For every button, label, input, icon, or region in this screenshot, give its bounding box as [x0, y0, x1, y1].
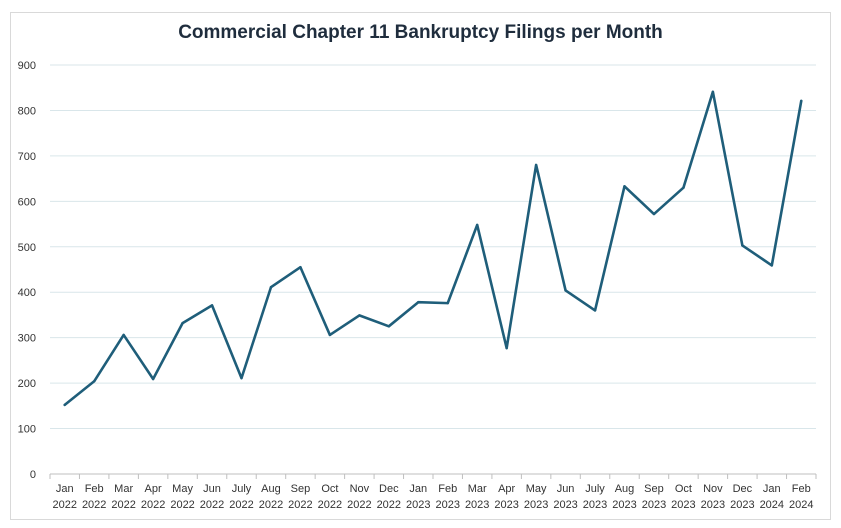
x-tick-label-month: July: [585, 483, 605, 495]
x-tick-label-month: Oct: [321, 483, 338, 495]
y-tick-label: 200: [18, 378, 36, 390]
x-tick-label-year: 2022: [200, 499, 224, 511]
x-tick-label-month: Nov: [703, 483, 723, 495]
series-line: [63, 90, 803, 407]
x-tick-label-month: Mar: [114, 483, 133, 495]
data-point: [475, 223, 479, 227]
x-tick-label-year: 2023: [730, 499, 754, 511]
y-tick-label: 500: [18, 242, 36, 254]
x-tick-label-month: Nov: [350, 483, 370, 495]
data-point: [210, 304, 214, 307]
data-point: [741, 244, 744, 247]
x-tick-label-year: 2023: [642, 499, 666, 511]
x-tick-label-month: Feb: [792, 483, 811, 495]
data-point: [623, 185, 626, 188]
data-point: [328, 333, 332, 337]
x-tick-label-year: 2022: [82, 499, 106, 511]
x-tick-label-month: Feb: [85, 483, 104, 495]
x-tick-label-month: Sep: [291, 483, 311, 495]
y-axis-ticks: 0 100 200 300 400 500 600 700 800 900: [18, 60, 36, 481]
x-tick-label-year: 2022: [111, 499, 135, 511]
data-point: [593, 309, 597, 312]
data-point: [652, 212, 656, 216]
data-point: [181, 321, 184, 325]
y-tick-label: 100: [18, 424, 36, 436]
x-tick-label-year: 2022: [288, 499, 312, 511]
data-point: [387, 325, 391, 328]
y-tick-label: 800: [18, 105, 36, 117]
x-tick-label-month: Dec: [379, 483, 399, 495]
x-tick-label-year: 2022: [229, 499, 253, 511]
data-point: [269, 286, 273, 289]
x-tick-label-month: Jun: [557, 483, 575, 495]
x-tick-label-year: 2023: [671, 499, 695, 511]
x-tick-label-month: Jan: [409, 483, 427, 495]
x-tick-label-month: July: [232, 483, 252, 495]
data-point: [151, 377, 155, 381]
x-tick-label-year: 2023: [494, 499, 518, 511]
x-tick-label-month: Apr: [145, 483, 162, 495]
data-point: [358, 314, 361, 317]
x-tick-label-year: 2022: [52, 499, 76, 511]
x-tick-label-month: May: [526, 483, 547, 495]
x-tick-label-year: 2023: [524, 499, 548, 511]
x-tick-label-month: Jan: [56, 483, 74, 495]
x-tick-label-year: 2023: [701, 499, 725, 511]
y-tick-label: 400: [18, 287, 36, 299]
data-point: [800, 99, 803, 103]
x-tick-label-month: Mar: [468, 483, 487, 495]
x-tick-label-year: 2023: [612, 499, 636, 511]
data-point: [446, 301, 449, 305]
data-point: [122, 333, 125, 337]
series-points: [63, 90, 803, 407]
data-point: [299, 266, 302, 269]
x-tick-label-month: Aug: [261, 483, 281, 495]
x-tick-label-year: 2023: [435, 499, 459, 511]
gridlines: [50, 64, 816, 475]
data-point: [770, 264, 774, 267]
data-point: [711, 90, 715, 94]
x-axis-ticks: Jan 2022 Feb 2022 Mar 2022 Apr 2022 May 2022 Jun 20…: [49, 474, 817, 511]
data-point: [92, 380, 96, 383]
y-tick-label: 0: [30, 469, 36, 481]
x-tick-label-month: Jan: [763, 483, 781, 495]
x-tick-label-year: 2022: [170, 499, 194, 511]
x-tick-label-year: 2022: [141, 499, 165, 511]
x-tick-label-year: 2023: [465, 499, 489, 511]
y-tick-label: 600: [18, 196, 36, 208]
x-tick-label-month: Sep: [644, 483, 664, 495]
data-point: [505, 346, 508, 350]
x-tick-label-month: Jun: [203, 483, 221, 495]
x-tick-label-year: 2023: [406, 499, 430, 511]
x-tick-label-month: May: [172, 483, 193, 495]
x-tick-label-month: Oct: [675, 483, 692, 495]
data-point: [564, 289, 567, 292]
x-tick-label-year: 2022: [347, 499, 371, 511]
x-tick-label-year: 2024: [789, 499, 813, 511]
data-point: [682, 186, 685, 189]
x-tick-label-month: Apr: [498, 483, 515, 495]
y-tick-label: 900: [18, 60, 36, 72]
x-tick-label-year: 2024: [760, 499, 784, 511]
x-tick-label-year: 2023: [553, 499, 577, 511]
chart-frame: [10, 12, 831, 520]
x-tick-label-year: 2022: [318, 499, 342, 511]
y-tick-label: 700: [18, 151, 36, 163]
x-tick-label-month: Dec: [733, 483, 753, 495]
data-point: [240, 376, 243, 380]
chart-title: Commercial Chapter 11 Bankruptcy Filings…: [178, 22, 663, 43]
data-point: [417, 301, 420, 304]
x-tick-label-month: Feb: [438, 483, 457, 495]
y-tick-label: 300: [18, 333, 36, 345]
x-tick-label-year: 2023: [583, 499, 607, 511]
x-tick-label-year: 2022: [259, 499, 283, 511]
x-tick-label-month: Aug: [615, 483, 635, 495]
data-point: [63, 403, 66, 407]
x-tick-label-year: 2022: [377, 499, 401, 511]
data-point: [534, 163, 538, 167]
